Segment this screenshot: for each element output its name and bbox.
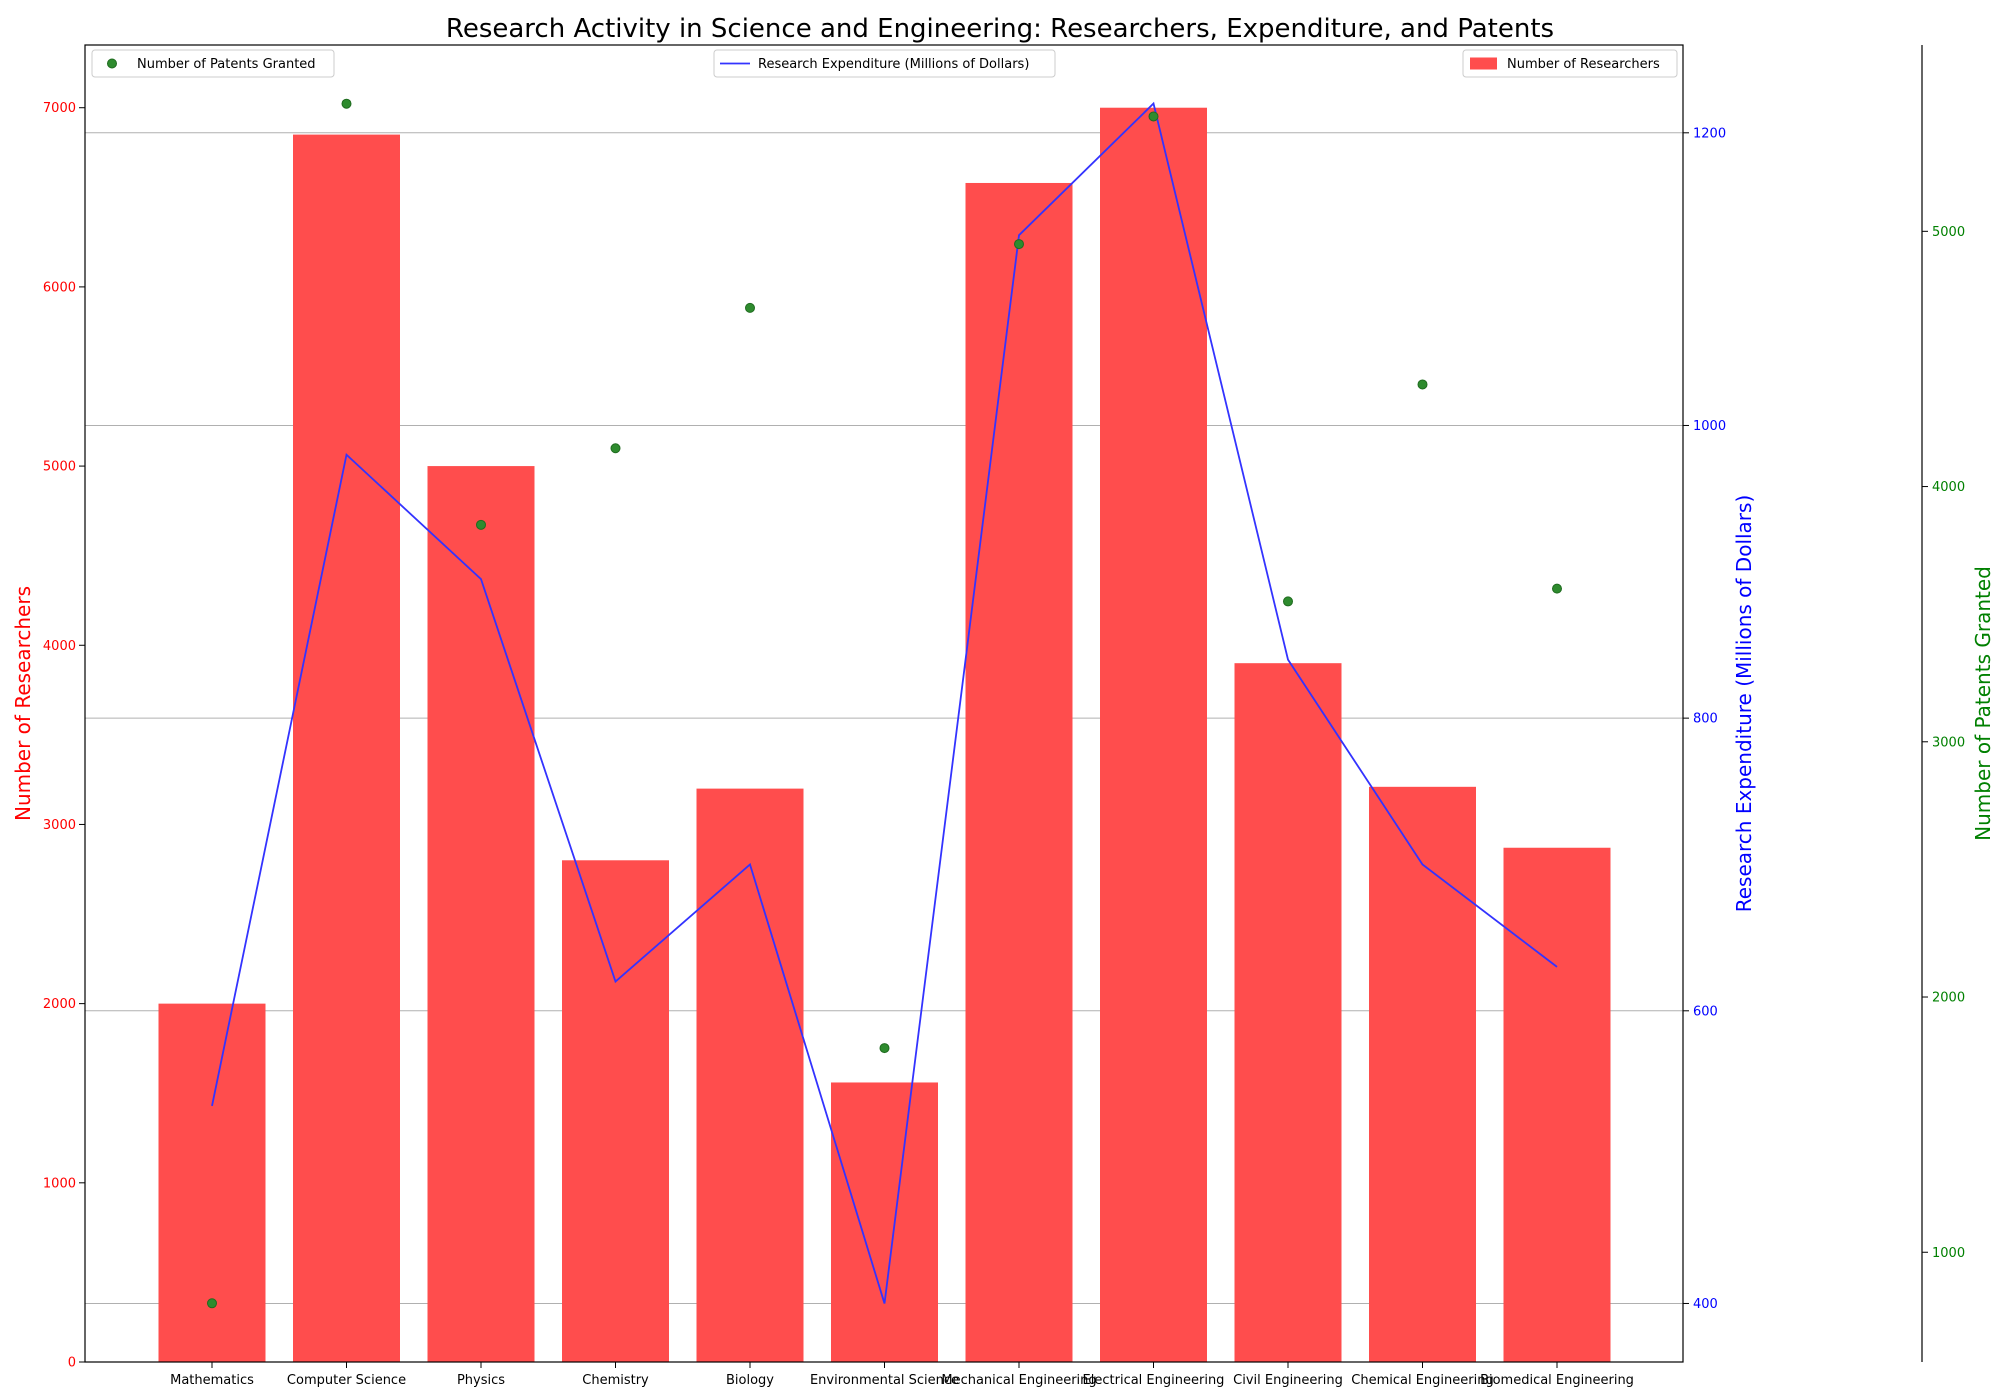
legend-box-expenditure <box>713 49 1056 78</box>
left-tick-label: 0 <box>68 1356 76 1371</box>
scatter-point <box>476 519 486 530</box>
bar <box>562 860 669 1362</box>
left-tick-label: 4000 <box>43 639 76 654</box>
right2-tick-label: 4000 <box>1932 480 1965 495</box>
scatter-point <box>1417 379 1428 390</box>
expenditure-line <box>211 101 1558 1304</box>
x-tick-label: Physics <box>457 1373 505 1388</box>
x-tick-label: Biology <box>726 1373 774 1388</box>
line-series <box>211 101 1558 1304</box>
bar <box>696 788 804 1362</box>
left-tick-label: 3000 <box>43 818 76 833</box>
bar <box>1369 786 1476 1362</box>
x-tick-label: Electrical Engineering <box>1083 1373 1225 1388</box>
x-tick-label: Chemical Engineering <box>1351 1373 1493 1388</box>
scatter-point <box>1283 596 1293 607</box>
bar <box>1503 847 1611 1362</box>
left-axis: 0 1000 2000 3000 4000 5000 6000 7000 Number of R… <box>11 101 85 1371</box>
left-tick-label: 7000 <box>43 101 76 116</box>
scatter-series <box>207 98 1562 1309</box>
bar <box>965 182 1073 1362</box>
right2-axis: 1000 2000 3000 4000 5000 Number of Patents Gr… <box>1921 45 1995 1362</box>
chart-title: Research Activity in Science and Enginee… <box>446 14 1554 44</box>
left-tick-label: 5000 <box>43 460 76 475</box>
legend-box-researchers <box>1462 49 1678 78</box>
legend-label-patents: Number of Patents Granted <box>137 57 316 72</box>
right-tick-label: 1200 <box>1693 126 1726 141</box>
right2-tick-label: 3000 <box>1932 735 1965 750</box>
right2-tick-label: 2000 <box>1932 991 1965 1006</box>
x-tick-label: Mechanical Engineering <box>941 1373 1096 1388</box>
scatter-point <box>745 302 755 313</box>
scatter-point <box>341 98 352 109</box>
legend-label-researchers: Number of Researchers <box>1507 57 1660 72</box>
scatter-point <box>879 1043 890 1054</box>
x-tick-label: Mathematics <box>170 1373 254 1388</box>
scatter-point <box>1148 111 1159 122</box>
legend-label-expenditure: Research Expenditure (Millions of Dollar… <box>758 57 1029 72</box>
right2-tick-label: 1000 <box>1932 1246 1965 1261</box>
x-tick-label: Biomedical Engineering <box>1480 1373 1634 1388</box>
legends: Number of Patents Granted Research Expend… <box>91 49 1678 78</box>
x-axis: Mathematics Computer Science Physics Chemis… <box>170 1362 1634 1388</box>
right-axis-label: Research Expenditure (Millions of Dollar… <box>1732 495 1756 913</box>
left-tick-label: 1000 <box>43 1176 76 1191</box>
right-tick-label: 800 <box>1693 712 1718 727</box>
bar <box>427 466 535 1362</box>
right-tick-label: 1000 <box>1693 419 1726 434</box>
right-axis: 400 600 800 1000 1200 Research Expenditure (M… <box>1683 126 1756 1312</box>
bar <box>1234 663 1342 1362</box>
bar <box>1100 107 1207 1363</box>
left-axis-label: Number of Researchers <box>11 586 35 821</box>
right-tick-label: 600 <box>1693 1004 1718 1019</box>
scatter-point <box>1014 239 1024 250</box>
right2-tick-label: 5000 <box>1932 225 1965 240</box>
legend-marker-researchers <box>1470 57 1497 70</box>
right2-axis-label: Number of Patents Granted <box>1971 566 1995 841</box>
bar <box>293 134 400 1363</box>
right-tick-label: 400 <box>1693 1297 1718 1312</box>
x-tick-label: Civil Engineering <box>1233 1373 1343 1388</box>
legend-box-patents <box>91 49 335 78</box>
x-tick-label: Environmental Science <box>810 1373 959 1388</box>
scatter-point <box>610 443 621 454</box>
scatter-point <box>207 1298 217 1309</box>
bar-series <box>158 107 1611 1363</box>
bar <box>831 1082 938 1362</box>
x-tick-label: Computer Science <box>287 1373 406 1388</box>
x-tick-label: Chemistry <box>582 1373 649 1388</box>
left-tick-label: 6000 <box>43 280 76 295</box>
scatter-point <box>1552 583 1562 594</box>
left-tick-label: 2000 <box>43 997 76 1012</box>
legend-marker-patents <box>107 58 117 69</box>
